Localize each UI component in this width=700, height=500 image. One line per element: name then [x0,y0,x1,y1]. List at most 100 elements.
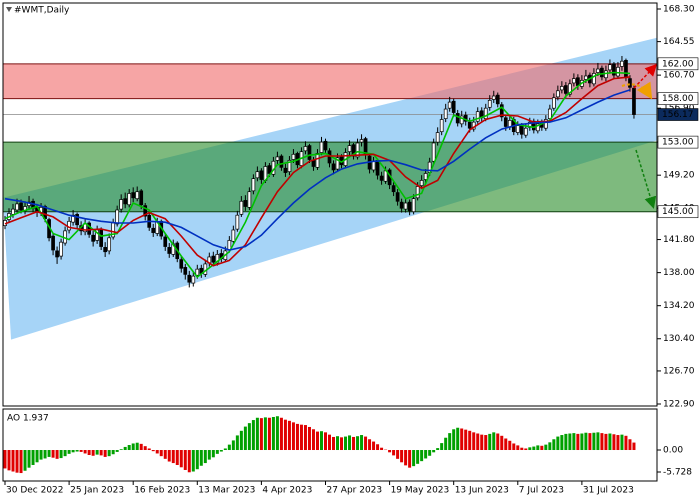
ao-bar [143,446,147,451]
ao-bar [628,439,632,451]
moving-average [4,89,631,251]
level-box [657,92,699,105]
ao-bar [15,450,19,473]
ao-bar [179,450,183,468]
candle-body [191,275,196,284]
ao-bar [119,449,123,451]
candle-body [135,191,140,200]
candle-body [195,268,200,276]
candle-body [239,200,244,215]
ao-bar [440,443,444,451]
ao-bar [327,434,331,451]
ao-bar [139,443,143,451]
candle-body [139,190,144,206]
candle-body [123,198,128,205]
y-tick-label: 130.40 [663,334,695,344]
candle-body [459,115,464,125]
ao-bar [19,450,23,474]
ao-bar [239,430,243,451]
candle-body [67,220,71,231]
ao-bar [476,433,480,451]
candle-body [51,235,55,251]
ao-bar [468,430,472,451]
candle-body [551,97,556,109]
level-label: 162.00 [662,59,694,69]
candle-body [547,108,552,119]
candle-body [612,63,616,76]
candle-body [499,104,504,118]
ao-bar [356,436,360,451]
ao-panel [2,408,658,482]
candle-body [323,140,328,151]
ao-bar [235,435,239,451]
candle-body [99,228,104,247]
ao-bar [344,436,348,451]
ao-bar [291,422,295,451]
ao-bar [372,441,376,451]
ao-bar [267,417,271,451]
ao-bar [500,435,504,451]
ao-bar [620,434,624,451]
candle-body [491,95,496,100]
ao-bar [496,433,500,451]
ao-bar [420,450,424,462]
ao-bar [39,450,43,460]
ao-bar [576,433,580,451]
ao-bar [51,450,55,458]
ao-bar [211,450,215,458]
ao-bar [259,418,263,451]
y-tick-label: 160.70 [663,71,695,81]
title-icon [6,7,12,12]
ao-bar [564,433,568,451]
candle-body [103,247,108,253]
ao-bar [279,417,283,451]
zone [3,63,657,99]
candle-body [335,157,340,170]
candle-body [331,163,336,171]
ao-bar [396,450,400,459]
x-tick-label: 16 Feb 2023 [134,486,190,496]
candle-body [624,59,628,79]
candle-body [596,68,600,73]
candle-body [483,107,488,119]
candle-body [411,198,416,213]
candle-body [523,127,528,136]
candle-body [231,229,236,242]
candle-body [291,153,296,160]
ao-bar [79,450,83,452]
ao-bar [47,450,51,457]
candle-body [303,146,308,152]
candle-body [375,160,380,176]
candle-body [183,267,188,275]
ao-bar [67,450,71,454]
ao-bar [400,450,404,463]
ao-bar [231,440,235,451]
ao-bar [480,434,484,451]
ao-bar [460,428,464,451]
ao-bar [163,450,167,459]
ao-bar [131,443,135,451]
candle-body [127,193,132,206]
axis-layer: 168.30164.55160.70156.90153.00149.20145.… [3,5,699,496]
candle-body [423,173,428,180]
candle-body [572,78,576,84]
ao-bar [332,436,336,451]
ao-bar [376,444,380,451]
x-tick-label: 30 Dec 2022 [6,486,64,496]
ao-bar [444,437,448,451]
ao-bar [504,438,508,451]
ao-bar [484,435,488,451]
ao-bar [512,443,516,451]
ao-bar [388,450,392,453]
candle-body [608,64,612,71]
ao-bar [35,450,39,463]
ao-bar [323,432,327,451]
ao-bar [432,450,436,453]
ao-bar [448,433,452,451]
ao-bar [91,450,95,456]
candle-body [167,247,172,254]
level-box [657,135,699,149]
ao-bar [428,450,432,456]
x-tick-label: 13 Mar 2023 [198,486,255,496]
